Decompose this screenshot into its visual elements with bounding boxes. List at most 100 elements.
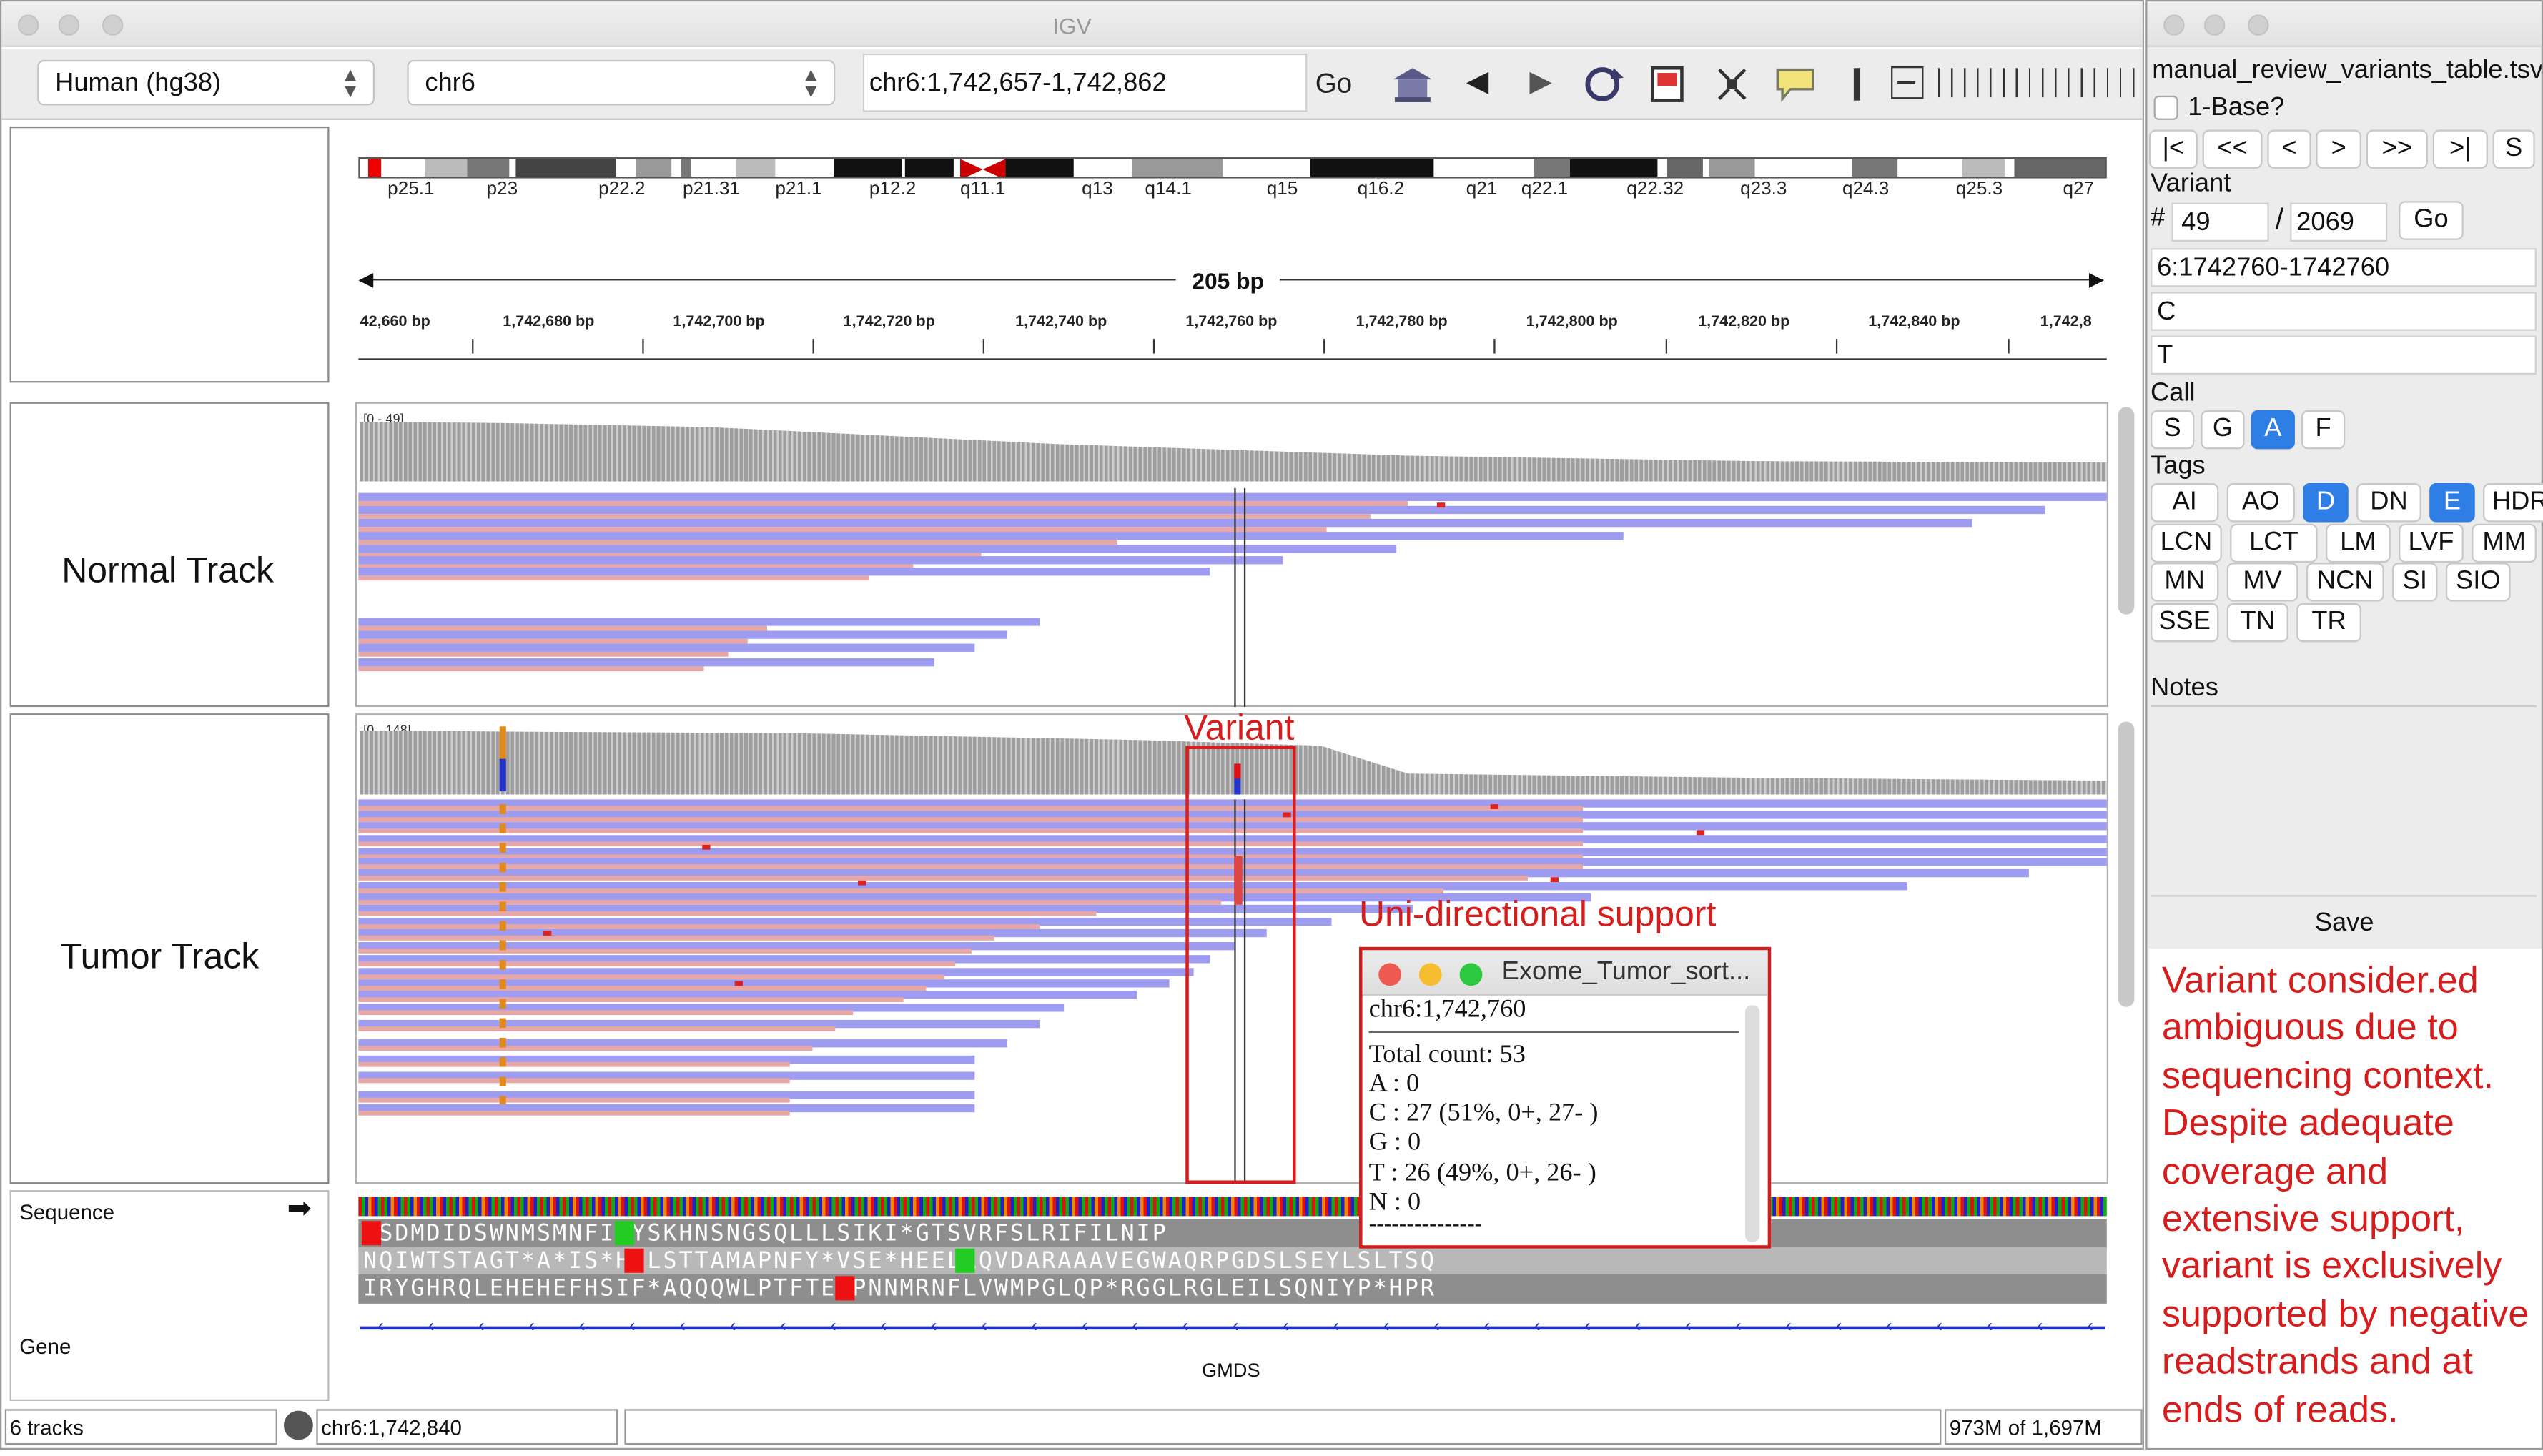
zoom-window-icon[interactable] xyxy=(102,14,124,36)
sequence-read[interactable] xyxy=(358,1055,975,1064)
tag-button-sse[interactable]: SSE xyxy=(2151,603,2219,643)
locus-input[interactable]: chr6:1,742,657-1,742,862 xyxy=(862,53,1308,112)
sequence-read[interactable] xyxy=(358,941,1235,951)
nav-button[interactable]: < xyxy=(2267,129,2311,169)
popup-behavior-icon[interactable] xyxy=(1774,65,1817,104)
sequence-read[interactable] xyxy=(358,658,934,667)
sequence-read[interactable] xyxy=(358,532,1624,540)
sequence-read[interactable] xyxy=(358,1039,1007,1048)
popup-close-icon[interactable] xyxy=(1378,963,1401,986)
tumor-track-scrollbar[interactable] xyxy=(2118,721,2135,1007)
forward-arrow-icon[interactable]: ▶ xyxy=(1529,64,1552,98)
tag-button-lm[interactable]: LM xyxy=(2326,523,2391,563)
minimize-window-icon[interactable] xyxy=(2203,14,2226,36)
tag-button-sio[interactable]: SIO xyxy=(2445,563,2511,602)
sequence-read[interactable] xyxy=(358,545,1397,553)
tag-button-mv[interactable]: MV xyxy=(2226,563,2298,602)
sequence-read[interactable] xyxy=(358,893,1591,902)
tag-button-hdr[interactable]: HDR xyxy=(2483,483,2543,523)
sequence-read[interactable] xyxy=(358,917,1332,926)
sequence-read[interactable] xyxy=(358,505,2045,515)
variant-index-input[interactable]: 49 xyxy=(2171,202,2269,242)
sequence-read[interactable] xyxy=(358,882,1907,891)
chromosome-select[interactable]: chr6 ▲ ▼ xyxy=(407,59,836,106)
tag-button-tr[interactable]: TR xyxy=(2296,603,2361,643)
nav-button[interactable]: |< xyxy=(2148,129,2198,169)
sequence-read[interactable] xyxy=(358,928,1267,938)
nav-button[interactable]: >> xyxy=(2366,129,2428,169)
tag-button-ai[interactable]: AI xyxy=(2151,483,2219,523)
tag-button-mn[interactable]: MN xyxy=(2151,563,2219,602)
sequence-read[interactable] xyxy=(358,991,1137,999)
tag-button-dn[interactable]: DN xyxy=(2356,483,2421,523)
sequence-read[interactable] xyxy=(358,618,1040,626)
popup-minimize-icon[interactable] xyxy=(1418,963,1442,986)
sequence-read[interactable] xyxy=(358,643,975,652)
tag-button-ao[interactable]: AO xyxy=(2226,483,2295,523)
go-to-variant-button[interactable]: Go xyxy=(2399,201,2464,240)
sequence-read[interactable] xyxy=(358,518,1972,528)
sequence-read[interactable] xyxy=(358,868,2029,878)
sequence-read[interactable] xyxy=(358,955,1210,964)
sequence-read[interactable] xyxy=(358,835,2107,843)
sequence-read[interactable] xyxy=(358,630,1007,639)
nav-button[interactable]: > xyxy=(2316,129,2361,169)
call-button-g[interactable]: G xyxy=(2201,410,2245,450)
sequence-read[interactable] xyxy=(358,822,2107,831)
sequence-read[interactable] xyxy=(358,567,1210,576)
resize-to-window-icon[interactable] xyxy=(1714,65,1750,104)
back-arrow-icon[interactable]: ◀ xyxy=(1466,64,1489,98)
strand-arrow-icon[interactable]: ➡ xyxy=(287,1192,312,1224)
normal-track-scrollbar[interactable] xyxy=(2118,407,2135,615)
gene-feature-line[interactable] xyxy=(360,1326,2105,1330)
genome-select[interactable]: Human (hg38) ▲ ▼ xyxy=(37,59,375,106)
sequence-read[interactable] xyxy=(358,979,1170,988)
sequence-read[interactable] xyxy=(358,556,1283,565)
close-window-icon[interactable] xyxy=(17,14,39,36)
tag-button-ncn[interactable]: NCN xyxy=(2306,563,2384,602)
popup-scrollbar[interactable] xyxy=(1744,1005,1760,1242)
tag-button-d[interactable]: D xyxy=(2303,483,2349,523)
one-base-checkbox[interactable] xyxy=(2153,95,2178,120)
call-button-f[interactable]: F xyxy=(2301,410,2346,450)
region-navigator-icon[interactable] xyxy=(1649,65,1685,104)
tag-button-lcn[interactable]: LCN xyxy=(2151,523,2222,563)
call-button-s[interactable]: S xyxy=(2151,410,2195,450)
refresh-icon[interactable] xyxy=(1578,65,1626,104)
allele-count-popup[interactable]: Exome_Tumor_sort... chr6:1,742,760 Total… xyxy=(1359,946,1772,1249)
home-icon[interactable] xyxy=(1390,65,1436,104)
call-button-a[interactable]: A xyxy=(2251,410,2295,450)
sequence-read[interactable] xyxy=(358,799,2107,808)
zoom-window-icon[interactable] xyxy=(2248,14,2269,36)
chromosome-ideogram[interactable] xyxy=(358,157,2107,179)
reference-sequence[interactable] xyxy=(358,1197,2107,1217)
go-button[interactable]: Go xyxy=(1315,68,1353,99)
nav-button[interactable]: S xyxy=(2492,129,2535,169)
sequence-read[interactable] xyxy=(358,1071,975,1080)
sequence-read[interactable] xyxy=(358,858,2107,866)
tag-button-mm[interactable]: MM xyxy=(2472,523,2537,563)
zoom-out-icon[interactable] xyxy=(1891,66,1924,99)
tag-button-lct[interactable]: LCT xyxy=(2230,523,2318,563)
sequence-read[interactable] xyxy=(358,1091,975,1100)
zoom-slider[interactable] xyxy=(1937,68,2140,98)
close-window-icon[interactable] xyxy=(2163,14,2185,36)
sequence-read[interactable] xyxy=(358,1004,1065,1012)
tag-button-tn[interactable]: TN xyxy=(2226,603,2288,643)
popup-zoom-icon[interactable] xyxy=(1459,963,1483,986)
tag-button-lvf[interactable]: LVF xyxy=(2399,523,2464,563)
tag-button-e[interactable]: E xyxy=(2429,483,2475,523)
tag-button-si[interactable]: SI xyxy=(2392,563,2438,602)
notes-textarea[interactable] xyxy=(2151,705,2537,897)
nav-button[interactable]: << xyxy=(2202,129,2263,169)
sequence-read[interactable] xyxy=(358,1104,975,1113)
sequence-read[interactable] xyxy=(358,904,1413,913)
sequence-read[interactable] xyxy=(358,968,1194,976)
sequence-read[interactable] xyxy=(358,848,2107,856)
minimize-window-icon[interactable] xyxy=(58,14,80,36)
sequence-read[interactable] xyxy=(358,1019,1040,1029)
sequence-read[interactable] xyxy=(358,492,2107,501)
sequence-read[interactable] xyxy=(358,811,2107,819)
save-button[interactable]: Save xyxy=(2314,909,2374,938)
nav-button[interactable]: >| xyxy=(2432,129,2488,169)
